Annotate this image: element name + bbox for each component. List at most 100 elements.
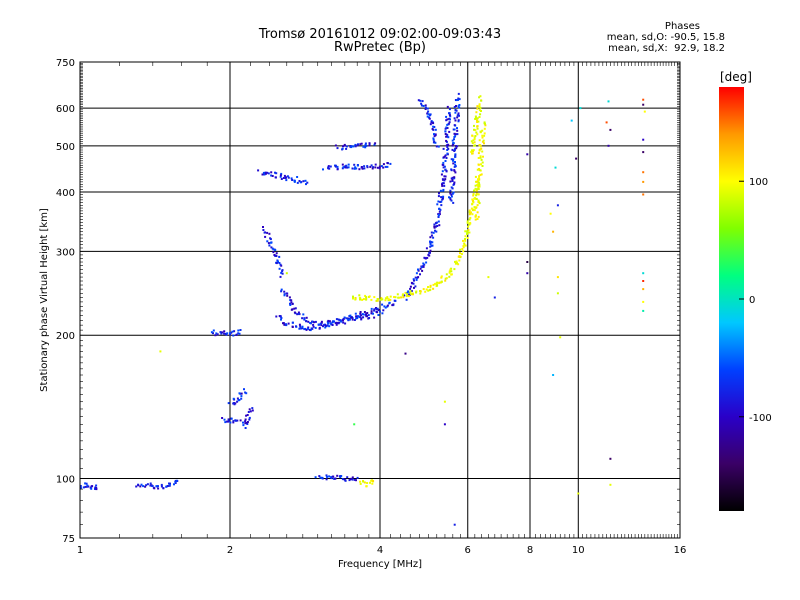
data-point — [354, 298, 357, 301]
data-point — [371, 482, 374, 485]
data-point — [335, 323, 338, 326]
data-point — [483, 132, 486, 135]
data-point — [411, 282, 414, 285]
data-point — [477, 157, 480, 159]
data-point — [301, 325, 304, 328]
data-point — [450, 199, 453, 202]
data-point — [366, 166, 369, 169]
data-point — [479, 156, 482, 159]
data-point — [452, 159, 454, 162]
data-point — [457, 112, 460, 115]
data-point — [232, 334, 235, 337]
data-point — [293, 180, 296, 183]
data-point — [351, 478, 354, 481]
colorbar-tick-label: 0 — [749, 295, 755, 306]
data-point — [451, 180, 454, 182]
data-point — [605, 121, 608, 124]
data-point — [312, 320, 314, 323]
data-point — [477, 182, 480, 185]
data-point — [445, 157, 448, 159]
data-point — [261, 173, 264, 176]
data-point — [227, 402, 230, 405]
data-point — [475, 194, 478, 197]
data-point — [406, 291, 409, 294]
data-point — [480, 173, 483, 176]
data-point — [160, 483, 163, 486]
data-point — [471, 213, 474, 216]
data-point — [431, 241, 434, 244]
data-point — [354, 166, 357, 169]
data-point — [339, 476, 342, 479]
data-point — [451, 144, 454, 147]
data-point — [402, 293, 404, 296]
data-point — [236, 400, 239, 403]
data-point — [448, 270, 451, 273]
data-point — [454, 109, 457, 111]
data-point — [449, 189, 452, 192]
data-point — [445, 277, 448, 280]
data-point — [386, 162, 389, 164]
data-point — [94, 488, 96, 490]
data-point — [387, 298, 390, 301]
data-point — [417, 268, 419, 271]
data-point — [476, 180, 478, 183]
data-point — [479, 95, 482, 98]
data-point — [389, 162, 392, 165]
data-point — [383, 305, 386, 308]
y-tick-label: 300 — [56, 247, 75, 258]
data-point — [242, 424, 245, 427]
data-point — [434, 141, 437, 144]
x-tick-label: 8 — [527, 545, 533, 556]
data-point — [478, 169, 481, 172]
data-point — [436, 284, 439, 287]
data-point — [289, 304, 292, 306]
data-point — [309, 322, 312, 324]
y-axis-label: Stationary phase Virtual Height [km] — [39, 208, 50, 392]
data-point — [409, 290, 412, 293]
data-point — [454, 153, 457, 156]
data-point — [376, 299, 379, 302]
data-point — [474, 187, 477, 190]
data-point — [481, 136, 484, 139]
x-axis-ticks: 1 2 4 6 8 10 16 — [77, 62, 687, 556]
data-point — [297, 313, 300, 315]
data-point — [340, 475, 343, 477]
data-point — [368, 144, 371, 147]
data-point — [464, 235, 467, 238]
data-point — [472, 200, 474, 202]
data-point — [442, 161, 445, 164]
data-point — [243, 388, 245, 391]
data-point — [238, 392, 241, 395]
data-point — [353, 167, 356, 170]
data-point — [479, 155, 482, 158]
data-point — [476, 117, 479, 120]
data-point — [319, 322, 322, 325]
data-point — [336, 165, 339, 168]
data-point — [356, 316, 359, 319]
data-point — [442, 195, 445, 198]
data-point — [409, 287, 412, 290]
data-point — [476, 188, 479, 191]
data-point — [322, 325, 324, 328]
data-point — [433, 126, 436, 128]
data-point — [446, 127, 449, 129]
data-point — [166, 485, 169, 487]
data-point — [369, 481, 371, 484]
data-point — [245, 414, 248, 417]
data-point — [450, 273, 453, 276]
data-point — [344, 166, 347, 169]
x-tick-label: 16 — [674, 545, 687, 556]
data-point — [350, 316, 353, 319]
data-point — [377, 314, 380, 316]
data-point — [429, 284, 432, 287]
data-point — [223, 332, 226, 335]
data-point — [424, 257, 427, 260]
data-point — [362, 145, 365, 148]
data-point — [291, 179, 294, 181]
data-point — [331, 321, 334, 324]
data-point — [239, 419, 242, 422]
data-point — [239, 329, 242, 331]
data-point — [374, 142, 377, 145]
data-point — [139, 485, 142, 488]
data-point — [441, 170, 444, 173]
